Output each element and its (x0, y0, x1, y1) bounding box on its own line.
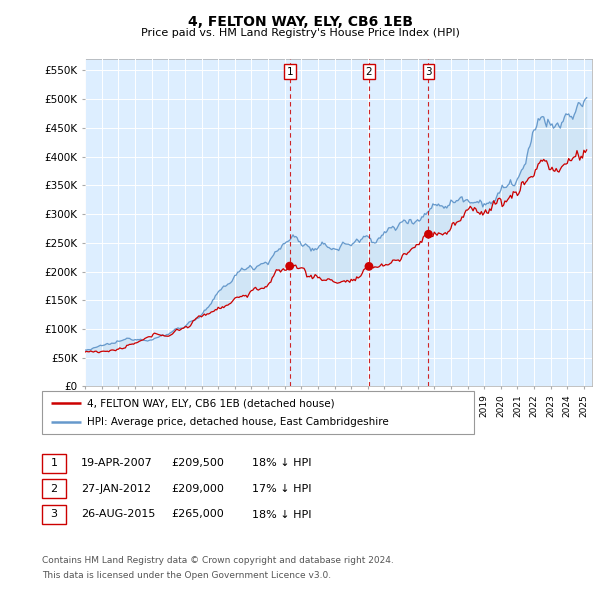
Text: 3: 3 (425, 67, 432, 77)
Text: 26-AUG-2015: 26-AUG-2015 (81, 510, 155, 519)
Text: £209,000: £209,000 (171, 484, 224, 493)
Text: 18% ↓ HPI: 18% ↓ HPI (252, 510, 311, 519)
Text: 18% ↓ HPI: 18% ↓ HPI (252, 458, 311, 468)
Text: 19-APR-2007: 19-APR-2007 (81, 458, 153, 468)
Text: This data is licensed under the Open Government Licence v3.0.: This data is licensed under the Open Gov… (42, 571, 331, 580)
Text: 3: 3 (50, 510, 58, 519)
Point (424, 230, 433, 239)
Text: £209,500: £209,500 (171, 458, 224, 468)
Text: 2: 2 (50, 484, 58, 493)
Text: 17% ↓ HPI: 17% ↓ HPI (252, 484, 311, 493)
Text: HPI: Average price, detached house, East Cambridgeshire: HPI: Average price, detached house, East… (87, 417, 389, 427)
Text: Price paid vs. HM Land Registry's House Price Index (HPI): Price paid vs. HM Land Registry's House … (140, 28, 460, 38)
Point (364, 262, 374, 271)
Text: 27-JAN-2012: 27-JAN-2012 (81, 484, 151, 493)
Text: £265,000: £265,000 (171, 510, 224, 519)
Text: Contains HM Land Registry data © Crown copyright and database right 2024.: Contains HM Land Registry data © Crown c… (42, 556, 394, 565)
Text: 1: 1 (286, 67, 293, 77)
Text: 4, FELTON WAY, ELY, CB6 1EB (detached house): 4, FELTON WAY, ELY, CB6 1EB (detached ho… (87, 398, 335, 408)
Text: 2: 2 (365, 67, 372, 77)
Text: 4, FELTON WAY, ELY, CB6 1EB: 4, FELTON WAY, ELY, CB6 1EB (187, 15, 413, 29)
Point (285, 261, 295, 271)
Text: 1: 1 (50, 458, 58, 468)
